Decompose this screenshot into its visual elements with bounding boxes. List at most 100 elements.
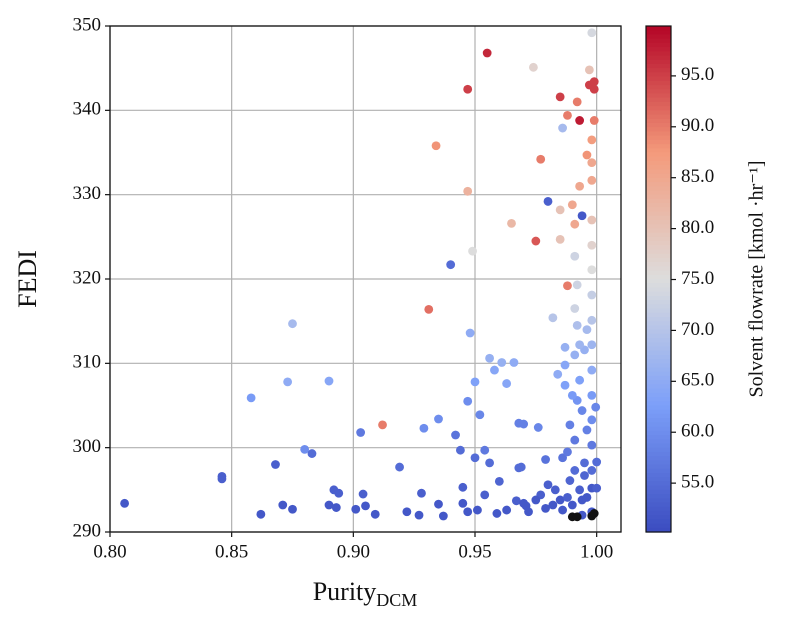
point	[587, 415, 597, 425]
point	[555, 495, 565, 505]
colorbar-band	[646, 363, 671, 369]
colorbar-band	[646, 405, 671, 411]
colorbar-band	[646, 472, 671, 478]
point	[419, 423, 429, 433]
colorbar-band	[646, 245, 671, 251]
colorbar-band	[646, 333, 671, 339]
colorbar-band	[646, 135, 671, 141]
colorbar-band	[646, 232, 671, 238]
colorbar-band	[646, 435, 671, 440]
point	[307, 449, 317, 458]
colorbar-tick-label: 95.0	[681, 64, 714, 85]
colorbar-band	[646, 97, 671, 103]
point	[456, 445, 465, 455]
point	[480, 445, 490, 455]
colorbar-band	[646, 80, 671, 86]
colorbar-band	[646, 388, 671, 394]
colorbar-band	[646, 228, 671, 234]
colorbar-band	[646, 160, 671, 166]
colorbar-band	[646, 489, 671, 495]
colorbar-band	[646, 93, 671, 99]
point	[553, 369, 563, 379]
point	[591, 402, 601, 412]
colorbar-band	[646, 523, 671, 529]
colorbar-band	[646, 456, 671, 461]
point	[582, 425, 592, 435]
point	[480, 490, 490, 500]
colorbar-band	[646, 215, 671, 221]
colorbar-band	[646, 144, 671, 149]
point	[570, 466, 580, 475]
colorbar-band	[646, 287, 671, 293]
colorbar-band	[646, 169, 671, 175]
point	[256, 509, 266, 519]
colorbar-band	[646, 190, 671, 196]
y-tick-label: 340	[73, 99, 102, 120]
point	[587, 158, 597, 168]
point	[300, 444, 310, 454]
colorbar-band	[646, 367, 671, 373]
point	[473, 505, 482, 515]
point	[494, 477, 504, 486]
x-label-subscript: DCM	[376, 590, 417, 610]
point	[572, 280, 582, 290]
point	[361, 501, 370, 511]
point	[533, 423, 543, 432]
point	[451, 430, 460, 440]
colorbar-band	[646, 59, 671, 65]
plot-frame	[109, 25, 622, 533]
point	[485, 353, 494, 363]
point	[536, 154, 546, 164]
point	[570, 219, 580, 229]
colorbar-band	[646, 316, 671, 322]
point	[548, 500, 558, 510]
point	[351, 504, 361, 514]
colorbar-band	[646, 34, 671, 40]
point	[283, 377, 293, 387]
point	[519, 498, 529, 508]
point	[470, 453, 480, 463]
point	[543, 197, 553, 206]
point	[511, 496, 521, 506]
point	[463, 396, 473, 406]
grid: 0.80 0.85 0.90 0.95 1.00 290 300 310 320 330 340 35…	[73, 14, 621, 562]
point	[575, 181, 585, 191]
x-label-main: Purity	[313, 577, 377, 606]
point	[589, 84, 599, 94]
colorbar-band	[646, 165, 671, 170]
colorbar-band	[646, 270, 671, 276]
point	[563, 493, 572, 502]
colorbar-band	[646, 266, 671, 272]
point	[217, 474, 227, 484]
point	[531, 236, 541, 246]
colorbar-band	[646, 308, 671, 314]
x-tick-label: 0.90	[337, 541, 370, 562]
colorbar-band	[646, 510, 671, 516]
point	[288, 319, 297, 329]
point	[565, 476, 575, 485]
point	[563, 447, 572, 457]
point	[592, 483, 602, 493]
colorbar-band	[646, 397, 671, 402]
point	[572, 97, 582, 107]
colorbar-band	[646, 110, 671, 116]
point	[582, 325, 592, 334]
colorbar-band	[646, 219, 671, 225]
colorbar-band	[646, 384, 671, 390]
point	[446, 260, 456, 270]
point	[555, 205, 565, 215]
point	[565, 420, 575, 430]
colorbar-band	[646, 127, 671, 133]
colorbar-tick-label: 80.0	[681, 217, 714, 238]
colorbar-band	[646, 375, 671, 381]
point	[558, 453, 567, 463]
point	[468, 246, 477, 256]
colorbar-band	[646, 304, 671, 310]
point	[370, 509, 380, 519]
colorbar-band	[646, 118, 671, 124]
colorbar-band	[646, 262, 671, 267]
colorbar-band	[646, 177, 671, 183]
colorbar-band	[646, 359, 671, 364]
colorbar-band	[646, 72, 671, 78]
